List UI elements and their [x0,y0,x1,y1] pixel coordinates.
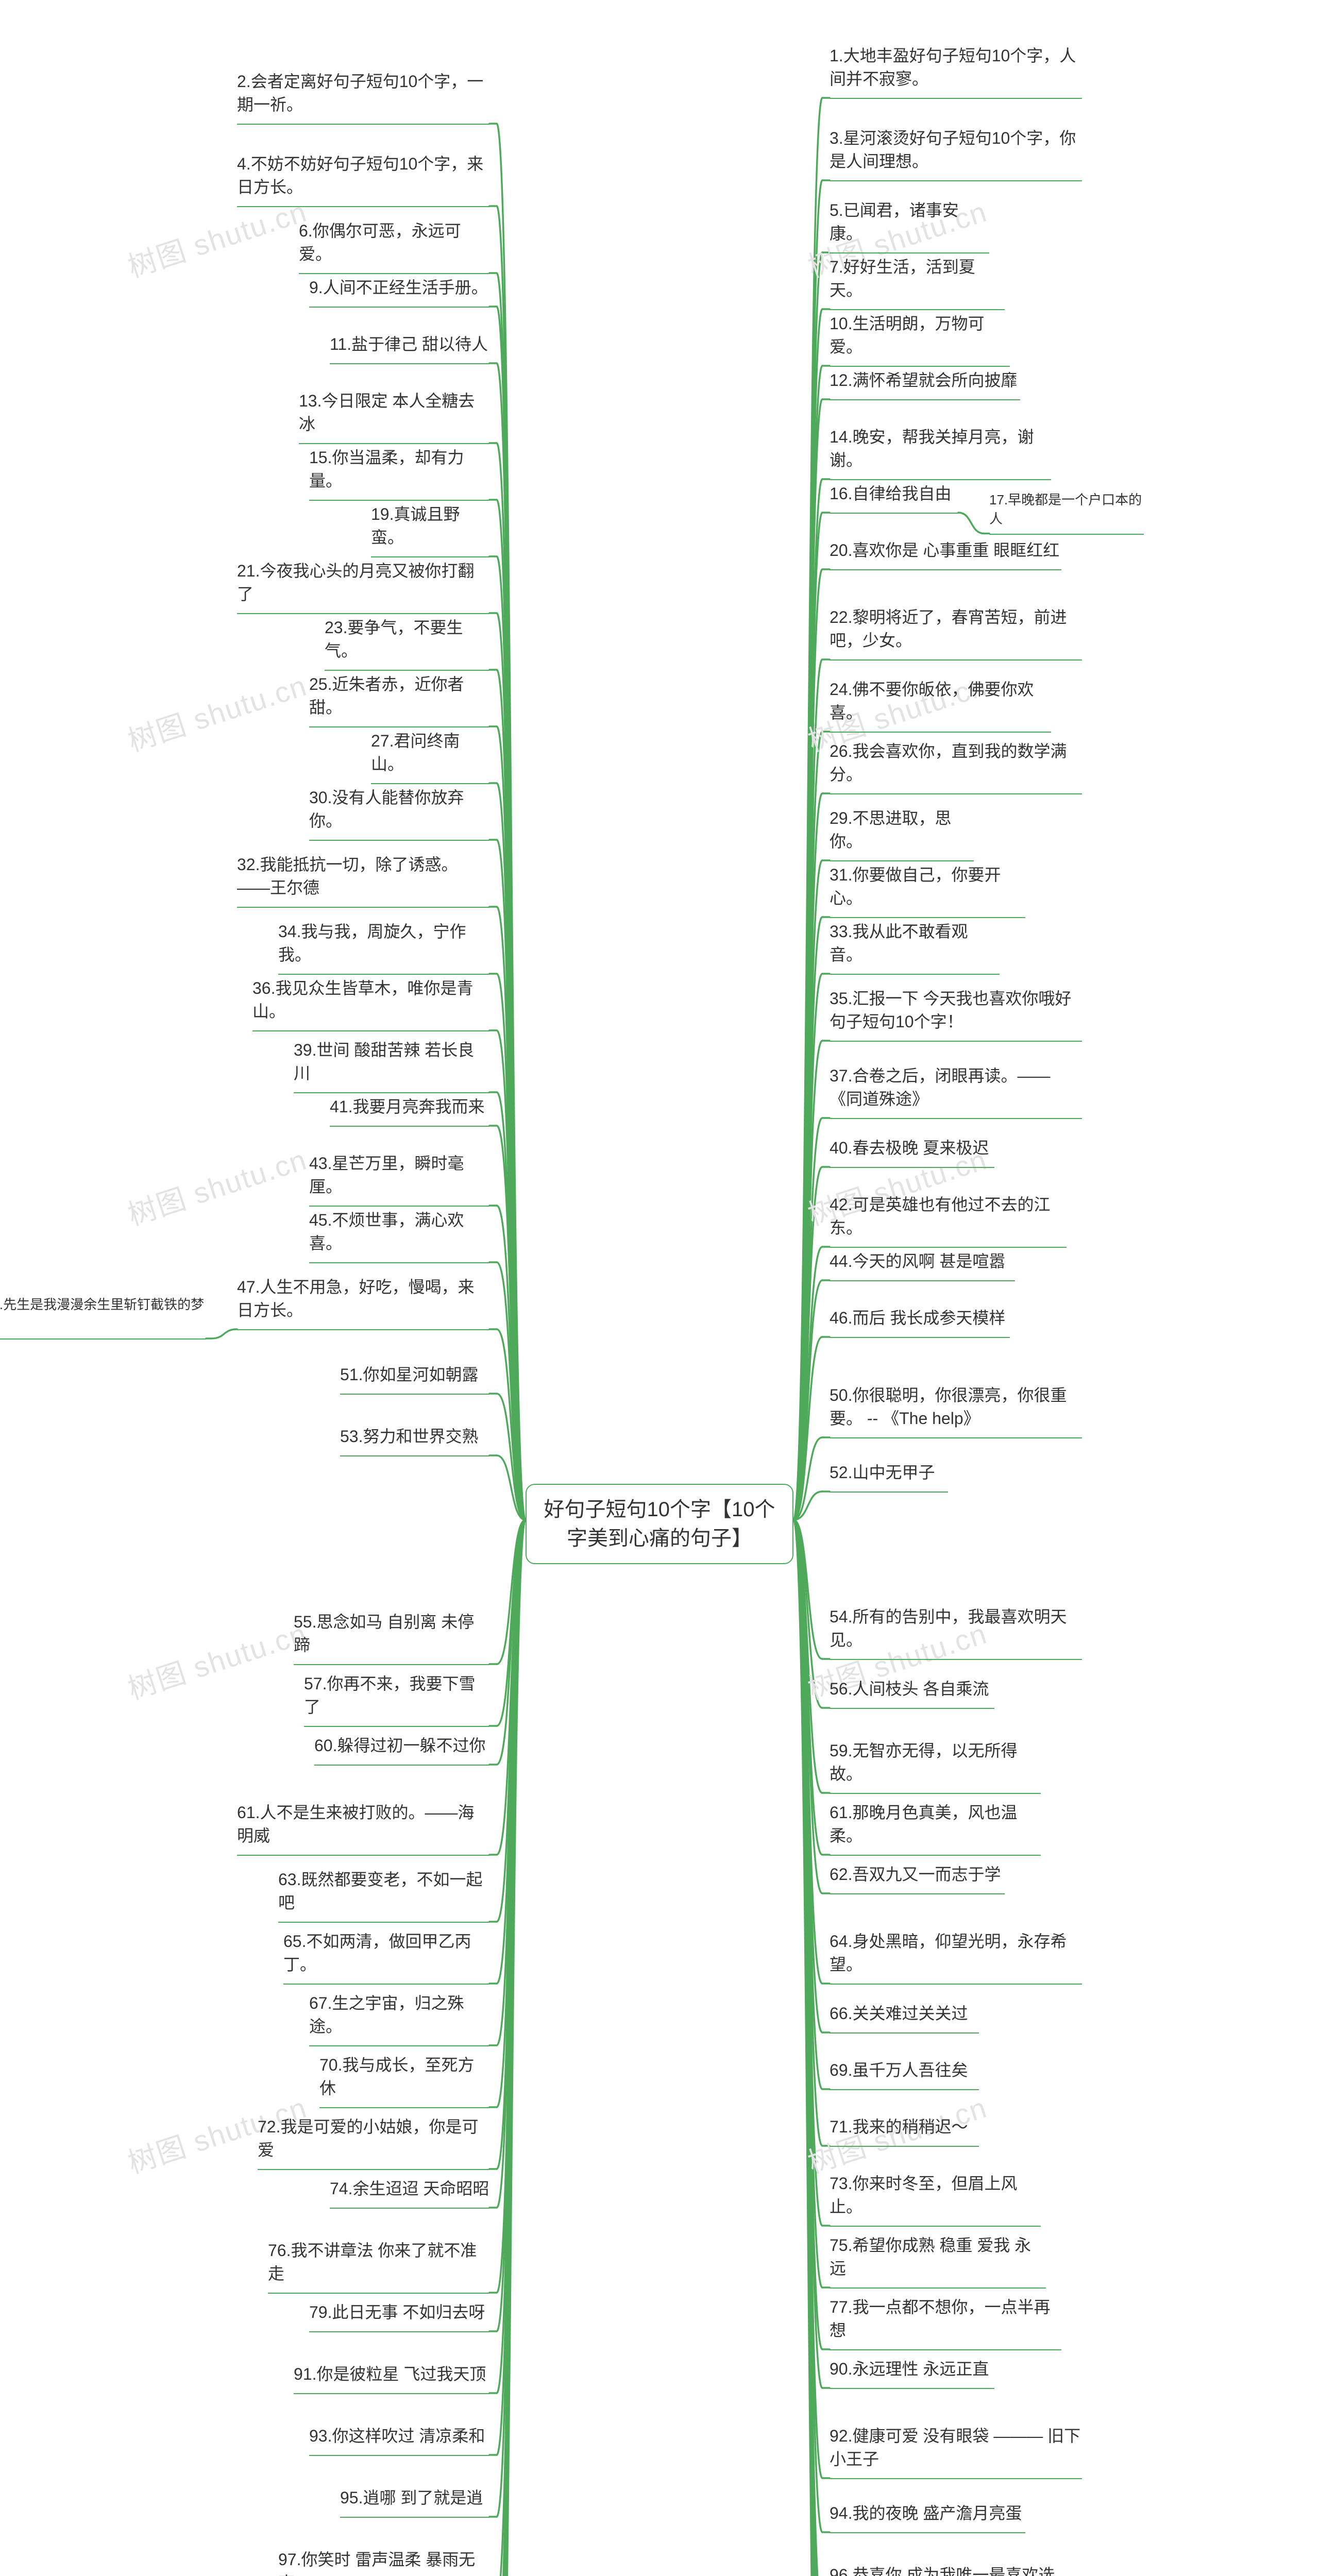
center-topic: 好句子短句10个字【10个字美到心痛的句子】 [526,1484,793,1564]
branch-node: 97.你笑时 雷声温柔 暴雨无声 [278,2545,489,2576]
branch-node: 70.我与成长，至死方休 [319,2050,489,2108]
branch-node: 92.健康可爱 没有眼袋 ——— 旧下小王子 [830,2421,1082,2479]
branch-node: 10.生活明朗，万物可爱。 [830,309,1010,367]
branch-node: 25.近朱者赤，近你者甜。 [309,670,489,727]
branch-node: 6.你偶尔可恶，永远可爱。 [299,216,489,274]
branch-node: 24.佛不要你皈依，佛要你欢喜。 [830,675,1051,733]
branch-node: 39.世间 酸甜苦辣 若长良川 [294,1036,489,1093]
branch-node: 13.今日限定 本人全糖去冰 [299,386,489,444]
branch-node-l2: 17.早晚都是一个户口本的人 [989,486,1144,535]
branch-node: 79.此日无事 不如归去呀 [309,2298,489,2332]
branch-node: 45.不烦世事，满心欢喜。 [309,1206,489,1263]
branch-node: 2.会者定离好句子短句10个字，一期一祈。 [237,67,489,125]
branch-node: 41.我要月亮奔我而来 [330,1092,489,1127]
branch-node: 51.你如星河如朝露 [340,1360,489,1395]
branch-node: 64.身处黑暗，仰望光明，永存希望。 [830,1927,1082,1985]
branch-node: 52.山中无甲子 [830,1458,948,1493]
branch-node: 69.虽千万人吾往矣 [830,2056,979,2090]
branch-node: 21.今夜我心头的月亮又被你打翻了 [237,556,489,614]
branch-node: 26.我会喜欢你，直到我的数学满分。 [830,737,1082,794]
branch-node: 14.晚安，帮我关掉月亮，谢谢。 [830,422,1051,480]
branch-node: 50.你很聪明，你很漂亮，你很重要。 -- 《The help》 [830,1381,1082,1438]
branch-node: 31.你要做自己，你要开心。 [830,860,1025,918]
branch-node: 54.所有的告别中，我最喜欢明天见。 [830,1602,1082,1660]
branch-node: 27.君问终南山。 [371,726,489,784]
branch-node: 57.你再不来，我要下雪了 [304,1669,489,1727]
branch-node: 56.人间枝头 各自乘流 [830,1674,994,1709]
branch-node: 75.希望你成熟 稳重 爱我 永远 [830,2231,1046,2289]
connector-layer [0,0,1319,2576]
branch-node: 59.无智亦无得，以无所得故。 [830,1736,1041,1794]
branch-node: 96.恭喜你 成为我唯一最喜欢选手 [830,2561,1067,2576]
branch-node: 16.自律给我自由 [830,479,958,514]
branch-node: 62.吾双九又一而志于学 [830,1860,1005,1894]
branch-node: 40.春去极晚 夏来极迟 [830,1133,994,1168]
branch-node: 61.人不是生来被打败的。——海明威 [237,1798,489,1856]
branch-node: 74.余生迢迢 天命昭昭 [330,2174,489,2209]
branch-node: 46.而后 我长成参天模样 [830,1303,1010,1338]
branch-node: 72.我是可爱的小姑娘，你是可爱 [258,2112,489,2170]
branch-node: 37.合卷之后，闭眼再读。——《同道殊途》 [830,1061,1082,1119]
branch-node: 55.思念如马 自别离 未停蹄 [294,1607,489,1665]
branch-node: 71.我来的稍稍迟～ [830,2112,979,2147]
branch-node: 61.那晚月色真美，风也温柔。 [830,1798,1041,1856]
branch-node: 76.我不讲章法 你来了就不准走 [268,2236,489,2294]
branch-node: 4.不妨不妨好句子短句10个字，来日方长。 [237,149,489,207]
branch-node: 34.我与我，周旋久，宁作我。 [278,917,489,975]
branch-node: 36.我见众生皆草木，唯你是青山。 [252,974,489,1031]
branch-node: 73.你来时冬至，但眉上风止。 [830,2169,1041,2227]
watermark: 树图 shutu.cn [122,1137,312,1234]
branch-node: 1.大地丰盈好句子短句10个字，人间并不寂寥。 [830,41,1082,99]
branch-node: 3.星河滚烫好句子短句10个字，你是人间理想。 [830,124,1082,181]
branch-node: 42.可是英雄也有他过不去的江东。 [830,1190,1067,1248]
branch-node: 95.逍哪 到了就是逍 [340,2483,489,2518]
branch-node: 7.好好生活，活到夏天。 [830,252,1005,310]
branch-node-l2: 49.先生是我漫漫余生里斩钉截铁的梦想 [0,1291,206,1340]
branch-node: 22.黎明将近了，春宵苦短，前进吧，少女。 [830,603,1082,660]
branch-node: 91.你是彼粒星 飞过我天顶 [294,2360,489,2394]
branch-node: 12.满怀希望就会所向披靡 [830,366,1020,400]
branch-node: 93.你这样吹过 清凉柔和 [309,2421,489,2456]
branch-node: 66.关关难过关关过 [830,1999,979,2033]
mindmap-canvas: 树图 shutu.cn树图 shutu.cn树图 shutu.cn树图 shut… [0,0,1319,2576]
branch-node: 11.盐于律己 甜以待人 [330,330,489,364]
branch-node: 94.我的夜晚 盛产澹月亮蛋 [830,2499,1025,2533]
branch-node: 19.真诚且野蛮。 [371,500,489,557]
watermark: 树图 shutu.cn [122,663,312,760]
branch-node: 60.躲得过初一躲不过你 [314,1731,489,1766]
branch-node: 43.星芒万里，瞬时毫厘。 [309,1149,489,1207]
branch-node: 20.喜欢你是 心事重重 眼眶红红 [830,536,1061,570]
watermark: 树图 shutu.cn [122,1611,312,1708]
branch-node: 47.人生不用急，好吃，慢喝，来日方长。 [237,1273,489,1330]
branch-node: 65.不如两清，做回甲乙丙丁。 [283,1927,489,1985]
branch-node: 77.我一点都不想你，一点半再想 [830,2293,1061,2350]
branch-node: 63.既然都要变老，不如一起吧 [278,1865,489,1923]
branch-node: 5.已闻君，诸事安康。 [830,196,989,253]
branch-node: 32.我能抵抗一切，除了诱惑。——王尔德 [237,850,489,908]
branch-node: 15.你当温柔，却有力量。 [309,443,489,501]
branch-node: 33.我从此不敢看观音。 [830,917,1000,975]
branch-node: 9.人间不正经生活手册。 [309,273,489,308]
branch-node: 67.生之宇宙，归之殊途。 [309,1989,489,2046]
branch-node: 44.今天的风啊 甚是喧嚣 [830,1247,1015,1281]
branch-node: 35.汇报一下 今天我也喜欢你哦好句子短句10个字！ [830,984,1082,1042]
branch-node: 29.不思进取，思你。 [830,804,974,861]
branch-node: 30.没有人能替你放弃你。 [309,783,489,841]
branch-node: 23.要争气，不要生气。 [325,613,489,671]
branch-node: 53.努力和世界交熟 [340,1422,489,1456]
branch-node: 90.永远理性 永远正直 [830,2354,994,2389]
